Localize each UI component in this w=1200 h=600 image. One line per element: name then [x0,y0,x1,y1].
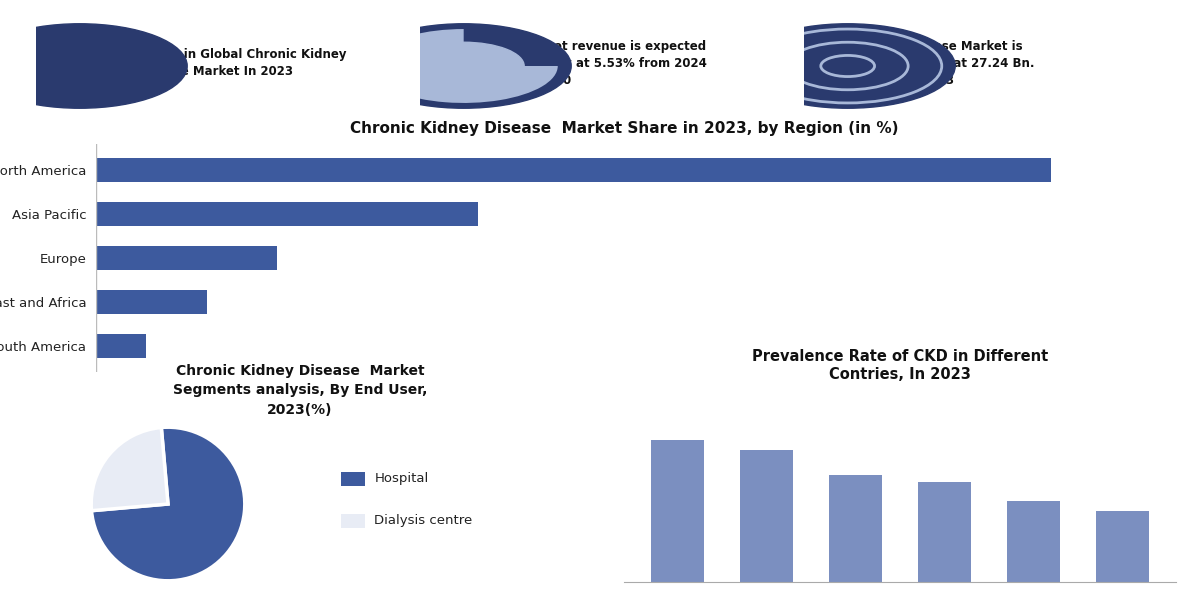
Bar [96,290,206,314]
Text: Market revenue is expected
to grow at 5.53% from 2024
to 2030: Market revenue is expected to grow at 5.… [521,40,707,87]
Bar [341,472,365,486]
Circle shape [356,24,571,108]
Title: Chronic Kidney Disease  Market Share in 2023, by Region (in %): Chronic Kidney Disease Market Share in 2… [349,121,899,136]
Text: region in Global Chronic Kidney
Disease Market In 2023: region in Global Chronic Kidney Disease … [137,49,347,79]
Bar [918,482,971,582]
Bar [739,450,793,582]
Bar [341,514,365,528]
Bar [829,475,882,582]
Bar [96,202,478,226]
Wedge shape [91,427,245,581]
Bar [1007,501,1061,582]
Bar [96,158,1051,182]
Bar [1096,511,1150,582]
Bar [96,334,146,358]
Text: Dialysis centre: Dialysis centre [374,514,473,527]
Circle shape [740,24,955,108]
Bar [650,440,704,582]
Circle shape [0,24,187,108]
Text: Disease Market is
valued at 27.24 Bn.
in 2023: Disease Market is valued at 27.24 Bn. in… [905,40,1034,87]
Wedge shape [91,427,168,511]
Circle shape [403,42,524,90]
Text: Chronic Kidney Disease  Market
Segments analysis, By End User,
2023(%): Chronic Kidney Disease Market Segments a… [173,364,427,416]
Text: Hospital: Hospital [374,472,428,485]
Bar [96,246,277,270]
Wedge shape [370,29,558,103]
Title: Prevalence Rate of CKD in Different
Contries, In 2023: Prevalence Rate of CKD in Different Cont… [752,349,1048,382]
